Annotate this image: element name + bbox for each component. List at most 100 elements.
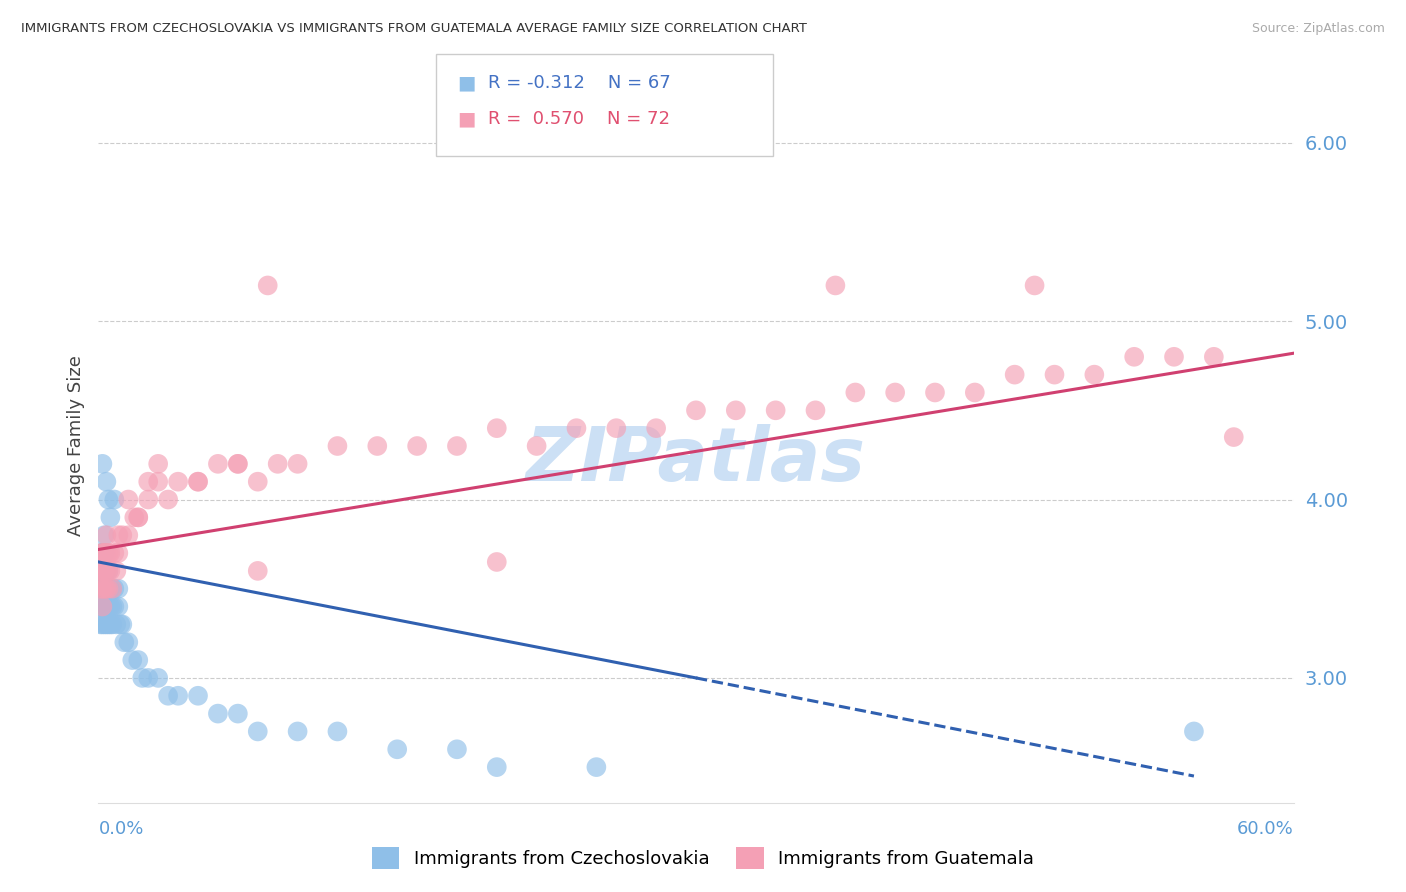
Point xyxy=(1222,430,1246,444)
Point xyxy=(1004,368,1026,382)
Point xyxy=(89,546,111,560)
Point xyxy=(97,564,120,578)
Point xyxy=(103,582,125,596)
Point xyxy=(406,439,429,453)
Point xyxy=(93,546,115,560)
Point xyxy=(89,564,111,578)
Point xyxy=(565,421,588,435)
Point xyxy=(89,582,111,596)
Point xyxy=(117,635,139,649)
Point xyxy=(93,617,115,632)
Point xyxy=(93,582,115,596)
Point xyxy=(1043,368,1066,382)
Text: ■: ■ xyxy=(457,73,475,93)
Point xyxy=(96,528,118,542)
Point xyxy=(326,724,349,739)
Point xyxy=(96,582,118,596)
Point xyxy=(91,564,114,578)
Point xyxy=(157,689,180,703)
Point xyxy=(117,492,139,507)
Point xyxy=(91,457,114,471)
Point xyxy=(89,564,111,578)
Point xyxy=(101,582,124,596)
Point xyxy=(107,528,129,542)
Point xyxy=(96,599,118,614)
Point xyxy=(105,564,128,578)
Point xyxy=(136,671,159,685)
Point xyxy=(91,599,114,614)
Text: 0.0%: 0.0% xyxy=(98,820,143,838)
Point xyxy=(287,724,309,739)
Point xyxy=(124,510,146,524)
Text: ■: ■ xyxy=(457,109,475,128)
Point xyxy=(187,475,209,489)
Point xyxy=(385,742,409,756)
Point xyxy=(96,564,118,578)
Point xyxy=(93,582,115,596)
Point xyxy=(100,546,122,560)
Y-axis label: Average Family Size: Average Family Size xyxy=(66,356,84,536)
Legend: Immigrants from Czechoslovakia, Immigrants from Guatemala: Immigrants from Czechoslovakia, Immigran… xyxy=(367,841,1039,874)
Point xyxy=(91,564,114,578)
Point xyxy=(167,475,190,489)
Point xyxy=(100,599,122,614)
Point xyxy=(96,475,118,489)
Point xyxy=(97,599,120,614)
Point xyxy=(136,492,159,507)
Point xyxy=(136,475,159,489)
Point xyxy=(91,582,114,596)
Point xyxy=(100,617,122,632)
Point xyxy=(89,617,111,632)
Point xyxy=(93,599,115,614)
Point xyxy=(1163,350,1185,364)
Point xyxy=(91,564,114,578)
Point xyxy=(924,385,946,400)
Point xyxy=(1182,724,1205,739)
Point xyxy=(226,457,249,471)
Point xyxy=(89,582,111,596)
Point xyxy=(1083,368,1105,382)
Point xyxy=(100,510,122,524)
Point xyxy=(446,742,468,756)
Point xyxy=(107,582,129,596)
Text: R = -0.312    N = 67: R = -0.312 N = 67 xyxy=(488,74,671,92)
Point xyxy=(187,689,209,703)
Point xyxy=(485,421,508,435)
Point xyxy=(89,599,111,614)
Point xyxy=(97,492,120,507)
Point xyxy=(91,582,114,596)
Point xyxy=(167,689,190,703)
Point xyxy=(91,564,114,578)
Point xyxy=(96,582,118,596)
Point xyxy=(91,546,114,560)
Point xyxy=(207,457,229,471)
Point xyxy=(103,599,125,614)
Point xyxy=(127,653,149,667)
Point xyxy=(267,457,290,471)
Point xyxy=(884,385,907,400)
Point xyxy=(585,760,607,774)
Point xyxy=(93,564,115,578)
Point xyxy=(256,278,278,293)
Point xyxy=(485,760,508,774)
Point xyxy=(148,671,170,685)
Point xyxy=(97,564,120,578)
Point xyxy=(246,724,269,739)
Point xyxy=(97,617,120,632)
Point xyxy=(131,671,153,685)
Point xyxy=(105,617,128,632)
Point xyxy=(117,528,139,542)
Point xyxy=(226,457,249,471)
Point xyxy=(685,403,707,417)
Point xyxy=(93,582,115,596)
Point xyxy=(107,599,129,614)
Point xyxy=(1024,278,1046,293)
Point xyxy=(246,475,269,489)
Point xyxy=(101,617,124,632)
Point xyxy=(103,546,125,560)
Point xyxy=(96,617,118,632)
Point xyxy=(1202,350,1225,364)
Point xyxy=(91,582,114,596)
Point xyxy=(157,492,180,507)
Point xyxy=(226,706,249,721)
